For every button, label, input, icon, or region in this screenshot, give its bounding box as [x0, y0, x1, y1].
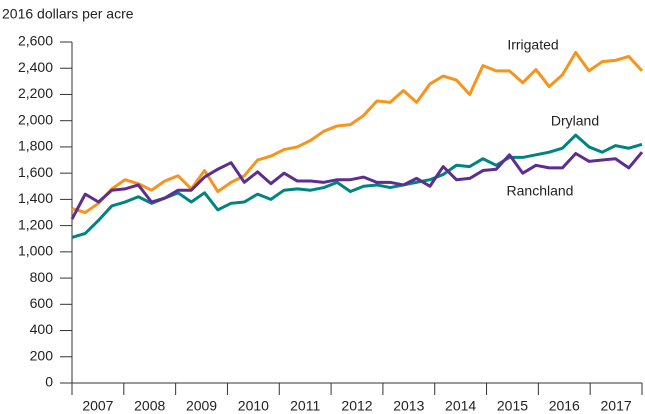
y-tick-label: 2,600	[18, 33, 53, 49]
x-tick-label: 2015	[497, 398, 528, 414]
x-tick-label: 2017	[601, 398, 632, 414]
y-tick-label: 1,800	[18, 138, 53, 154]
x-tick-label: 2011	[290, 398, 320, 414]
x-tick-label: 2016	[549, 398, 580, 414]
line-series	[71, 50, 644, 214]
y-tick-label: 1,600	[18, 164, 53, 180]
series-label: Irrigated	[507, 37, 558, 53]
x-tick-label: 2013	[393, 398, 424, 414]
x-tick-label: 2012	[341, 398, 372, 414]
y-tick-label: 400	[30, 321, 54, 337]
y-tick-label: 0	[45, 374, 53, 390]
y-tick-label: 1,000	[18, 243, 53, 259]
y-tick-label: 200	[30, 347, 54, 363]
y-tick-label: 2,400	[18, 59, 53, 75]
x-tick-label: 2008	[134, 398, 165, 414]
y-tick-label: 2,200	[18, 85, 53, 101]
y-axis-title: 2016 dollars per acre	[2, 6, 134, 22]
x-tick-label: 2009	[186, 398, 217, 414]
line-series	[70, 151, 644, 220]
y-tick-label: 600	[30, 295, 54, 311]
y-tick-label: 2,000	[18, 111, 53, 127]
x-tick-label: 2014	[445, 398, 476, 414]
x-tick-label: 2007	[82, 398, 113, 414]
x-tick-label: 2010	[238, 398, 269, 414]
y-tick-label: 800	[30, 269, 54, 285]
y-tick-label: 1,200	[18, 216, 53, 232]
series-label: Dryland	[551, 113, 599, 129]
series-label: Ranchland	[507, 183, 574, 199]
y-tick-label: 1,400	[18, 190, 53, 206]
